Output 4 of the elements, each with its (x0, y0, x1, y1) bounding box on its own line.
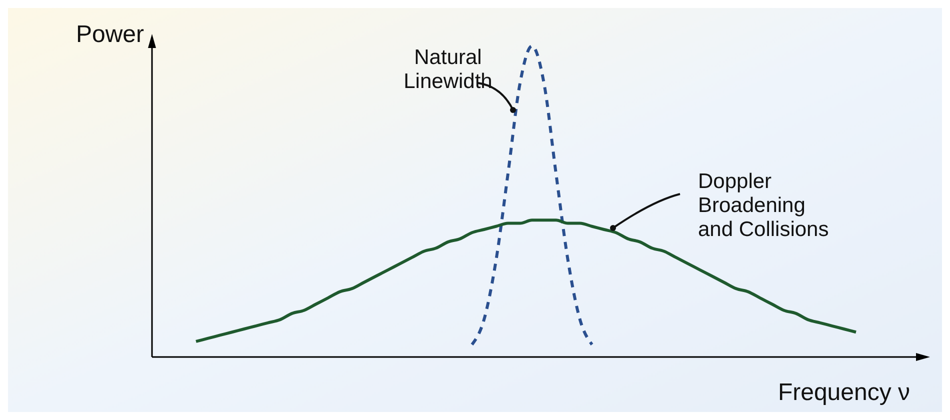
y-axis-title: Power (76, 21, 144, 48)
series-label: Natural Linewidth (404, 46, 492, 93)
series-label: Doppler Broadening and Collisions (698, 170, 829, 241)
x-axis-title: Frequency ν (778, 379, 910, 406)
